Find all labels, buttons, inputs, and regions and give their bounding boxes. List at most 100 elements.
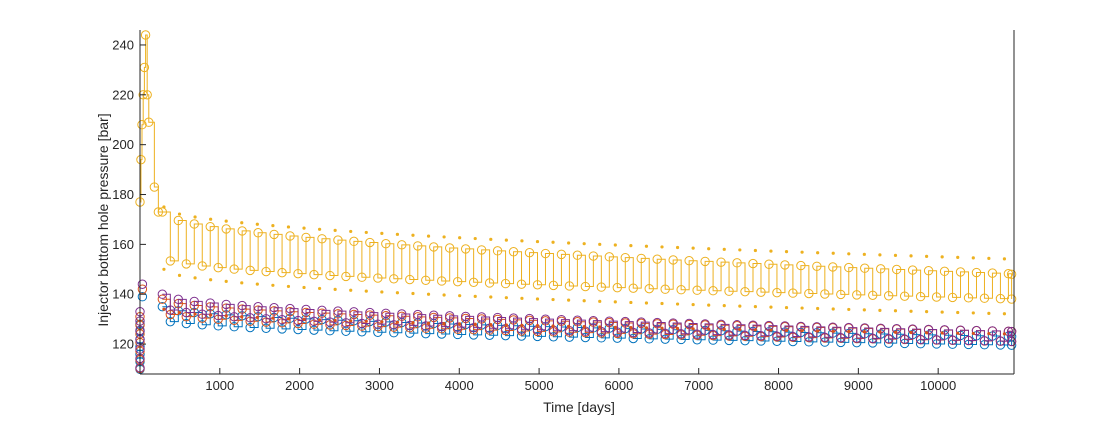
data-point: [660, 328, 670, 339]
data-dot: [675, 302, 680, 306]
data-point: [197, 261, 207, 271]
data-dot: [317, 286, 322, 291]
data-dot: [816, 251, 820, 255]
data-point: [979, 336, 990, 346]
data-dot: [442, 293, 446, 297]
data-point: [137, 279, 148, 289]
data-point: [144, 117, 154, 127]
data-point: [987, 268, 998, 278]
data-point: [413, 309, 423, 320]
data-point: [413, 241, 423, 251]
data-point: [684, 255, 694, 266]
data-dot: [458, 322, 462, 326]
data-point: [524, 247, 535, 258]
data-point: [580, 332, 591, 343]
y-tick-label: 180: [112, 187, 134, 202]
data-point: [995, 336, 1006, 346]
data-point: [157, 207, 168, 217]
data-point: [165, 256, 176, 266]
data-point: [253, 228, 263, 238]
data-point: [907, 265, 918, 275]
data-dot: [878, 253, 882, 257]
data-point: [213, 321, 223, 331]
data-point: [173, 294, 184, 305]
data-point: [564, 281, 575, 291]
data-point: [979, 293, 990, 303]
data-dot: [286, 284, 291, 289]
data-point: [437, 329, 447, 339]
data-point: [460, 244, 471, 254]
data-point: [971, 267, 982, 278]
data-dot: [333, 228, 337, 232]
data-point: [460, 311, 471, 322]
data-point: [153, 207, 164, 217]
data-dot: [567, 324, 571, 328]
data-dot: [193, 215, 197, 219]
data-point: [261, 314, 271, 324]
data-point: [540, 314, 551, 324]
data-point: [221, 299, 231, 310]
data-point: [628, 333, 638, 344]
data-point: [748, 258, 758, 269]
data-point: [572, 315, 583, 325]
data-point: [468, 322, 479, 333]
data-point: [500, 330, 511, 341]
data-point: [365, 307, 375, 318]
data-dot: [582, 299, 586, 303]
data-dot: [473, 294, 477, 298]
data-dot: [504, 323, 508, 327]
data-dot: [660, 245, 664, 249]
data-dot: [426, 321, 431, 325]
data-dot: [411, 291, 415, 296]
data-point: [548, 332, 559, 342]
y-tick-label: 140: [112, 287, 134, 302]
data-point: [500, 278, 511, 289]
data-point: [987, 326, 998, 336]
data-point: [820, 332, 830, 342]
data-dot: [613, 300, 617, 304]
data-point: [1003, 269, 1014, 279]
data-point: [955, 267, 966, 277]
data-point: [596, 326, 607, 337]
data-dot: [613, 243, 617, 247]
data-dot: [691, 327, 695, 331]
data-dot: [629, 325, 633, 330]
data-point: [939, 266, 950, 277]
data-point: [365, 237, 375, 248]
data-point: [245, 313, 255, 323]
data-point: [429, 310, 439, 320]
data-point: [939, 325, 950, 335]
y-axis-label: Injector bottom hole pressure [bar]: [95, 113, 111, 326]
data-dot: [847, 329, 851, 334]
data-dot: [691, 302, 695, 307]
data-point: [548, 280, 559, 291]
data-point: [612, 282, 623, 293]
data-point: [229, 264, 239, 274]
data-dot: [691, 246, 695, 250]
data-point: [137, 284, 148, 294]
data-point: [604, 252, 615, 262]
data-dot: [707, 247, 711, 251]
data-point: [556, 314, 567, 325]
data-dot: [473, 236, 477, 241]
data-dot: [862, 308, 866, 312]
data-point: [772, 331, 782, 341]
x-tick-label: 1000: [205, 378, 234, 393]
data-point: [891, 264, 902, 275]
data-point: [883, 291, 894, 301]
data-dot: [971, 331, 975, 336]
data-point: [612, 327, 623, 337]
data-point: [140, 30, 151, 40]
data-point: [437, 276, 447, 286]
data-point: [373, 273, 383, 283]
data-point: [732, 320, 742, 330]
data-point: [788, 288, 798, 298]
data-dot: [551, 297, 555, 302]
data-dot: [940, 255, 944, 259]
data-point: [860, 263, 870, 273]
data-dot: [271, 224, 275, 228]
data-point: [181, 318, 191, 329]
data-point: [732, 258, 742, 268]
data-dot: [753, 248, 757, 253]
